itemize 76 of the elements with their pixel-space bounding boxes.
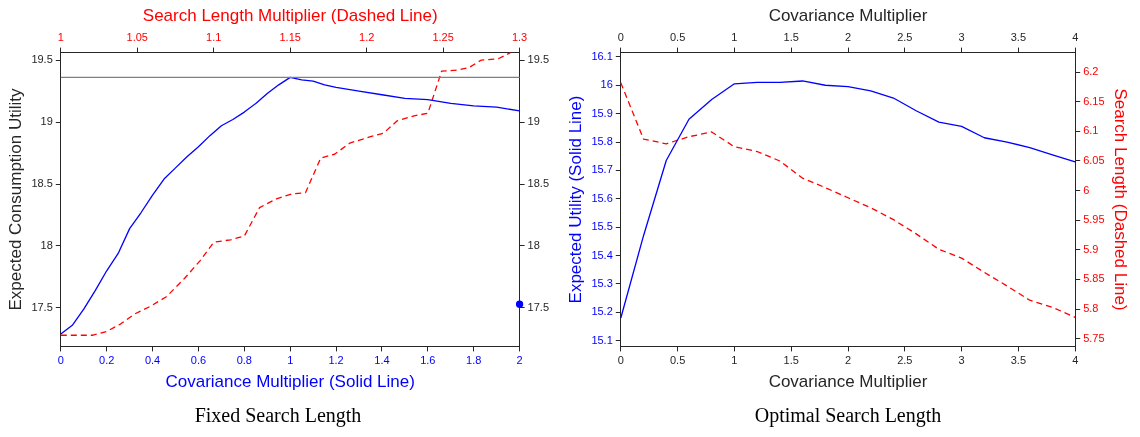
x2-tick-label: 0 [617, 31, 624, 44]
y-tick-label: 15.7 [591, 163, 613, 176]
x-tick-label: 2 [844, 354, 852, 367]
y-tick-label: 19.5 [31, 53, 53, 66]
x2-axis-title: Covariance Multiplier [768, 5, 928, 25]
y-tick-label: 19 [40, 115, 53, 128]
x2-tick-label: 1.2 [359, 31, 375, 44]
x-tick-label: 1 [731, 354, 738, 367]
x-tick-label: 0 [617, 354, 624, 367]
y-tick-label: 18 [40, 239, 53, 252]
y-tick-label: 15.9 [591, 106, 613, 119]
y2-tick-label: 5.95 [1083, 213, 1105, 226]
x-tick-label: 0 [57, 354, 64, 367]
y2-tick-label: 6.2 [1083, 65, 1099, 78]
x2-tick-label: 1.25 [432, 31, 454, 44]
x2-tick-label: 2.5 [897, 31, 913, 44]
x-tick-label: 0.4 [144, 354, 161, 367]
x-tick-label: 3 [958, 354, 965, 367]
y-tick-label: 16.1 [591, 49, 613, 62]
y2-axis-title: Search Length (Dashed Line) [1111, 88, 1131, 311]
y2-tick-label: 19.5 [527, 53, 550, 66]
y2-tick-label: 18 [527, 239, 540, 252]
x2-tick-label: 1.05 [126, 31, 148, 44]
x-tick-label: 4 [1072, 354, 1079, 367]
y-axis-title: Expected Utility (Solid Line) [565, 95, 585, 304]
x-tick-label: 1.8 [466, 354, 482, 367]
y2-tick-label: 5.85 [1083, 272, 1105, 285]
y-tick-label: 17.5 [31, 301, 53, 313]
y2-tick-label: 6.15 [1083, 94, 1105, 107]
x-tick-label: 0.5 [669, 354, 686, 367]
x-axis-title: Covariance Multiplier (Solid Line) [165, 372, 415, 392]
x2-tick-label: 1 [731, 31, 738, 44]
y2-tick-label: 18.5 [527, 177, 550, 190]
x2-tick-label: 4 [1072, 31, 1079, 44]
y-tick-label: 15.6 [591, 191, 613, 204]
x-tick-label: 0.6 [190, 354, 207, 367]
y2-tick-label: 6.05 [1083, 154, 1105, 167]
text: Fixed Search Length [194, 404, 362, 428]
x2-tick-label: 1 [57, 31, 64, 44]
x2-tick-label: 3.5 [1010, 31, 1027, 44]
y-tick-label: 15.3 [591, 276, 613, 289]
y2-tick-label: 5.75 [1083, 331, 1105, 344]
x-tick-label: 2.5 [897, 354, 913, 367]
x2-tick-label: 3 [958, 31, 965, 44]
y-tick-label: 15.8 [591, 135, 613, 148]
x-tick-label: 0.8 [236, 354, 252, 367]
y2-tick-label: 5.9 [1083, 242, 1099, 255]
y2-tick-label: 5.8 [1083, 302, 1099, 315]
x-tick-label: 1 [287, 354, 294, 367]
x-tick-label: 1.5 [783, 354, 799, 367]
x-tick-label: 3.5 [1010, 354, 1027, 367]
x-tick-label: 2 [516, 354, 523, 367]
y-axis-title: Expected Consumption Utility [5, 87, 25, 311]
y-tick-label: 15.2 [591, 305, 613, 318]
x2-tick-label: 1.3 [511, 31, 528, 44]
y-tick-label: 15.4 [591, 248, 613, 261]
x2-tick-label: 2 [844, 31, 852, 44]
y2-tick-label: 17.5 [527, 301, 550, 313]
x2-axis-title: Search Length Multiplier (Dashed Line) [142, 5, 438, 25]
x-tick-label: 0.2 [99, 354, 115, 367]
x2-tick-label: 1.15 [279, 31, 301, 44]
x2-tick-label: 1.5 [783, 31, 799, 44]
y-tick-label: 16 [600, 78, 613, 91]
x-tick-label: 1.6 [420, 354, 436, 367]
text: Optimal Search Length [754, 404, 942, 428]
y-tick-label: 18.5 [31, 177, 53, 190]
x2-tick-label: 0.5 [669, 31, 686, 44]
x-tick-label: 1.2 [328, 354, 344, 367]
y2-tick-label: 6.1 [1083, 124, 1099, 137]
y2-tick-label: 19 [527, 115, 540, 128]
x-axis-title: Covariance Multiplier [768, 372, 928, 392]
x2-tick-label: 1.1 [206, 31, 222, 44]
y-tick-label: 15.5 [591, 220, 613, 233]
y2-tick-label: 6 [1083, 183, 1090, 196]
x-tick-label: 1.4 [374, 354, 390, 367]
y-tick-label: 15.1 [591, 333, 613, 346]
